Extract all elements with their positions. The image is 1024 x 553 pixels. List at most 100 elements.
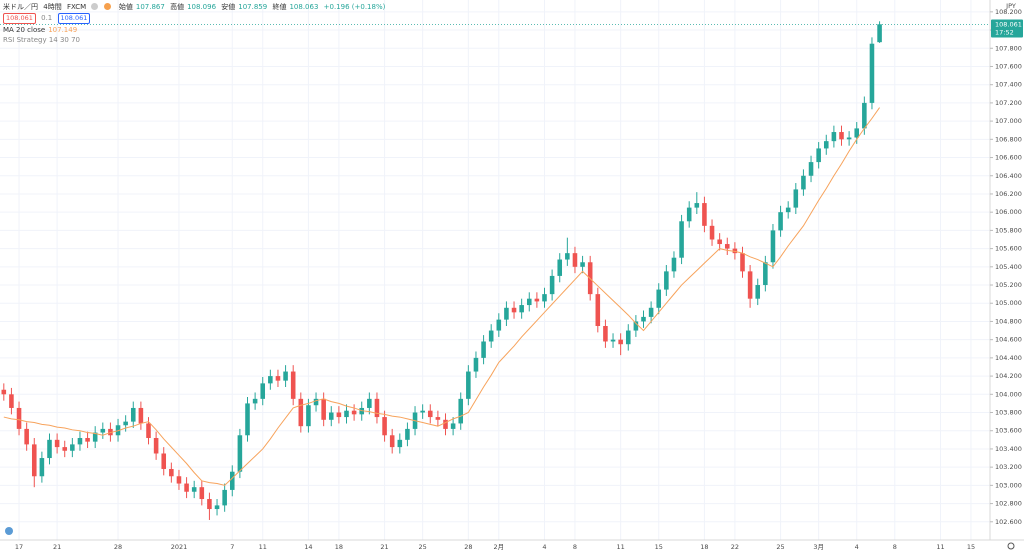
candle-body xyxy=(443,419,448,429)
y-tick-label: 107.000 xyxy=(995,117,1022,125)
candle-body xyxy=(351,410,357,415)
y-tick-label: 106.000 xyxy=(995,208,1022,216)
x-tick-label: 25 xyxy=(776,543,784,551)
candle-body xyxy=(374,398,380,418)
rsi-name: RSI Strategy 14 30 70 xyxy=(3,36,80,44)
candle-body xyxy=(70,444,75,451)
x-tick-label: 3月 xyxy=(813,543,824,551)
candle-body xyxy=(153,438,159,454)
x-tick-label: 17 xyxy=(15,543,23,551)
y-tick-label: 104.200 xyxy=(995,372,1022,380)
change: +0.196 (+0.18%) xyxy=(323,3,386,11)
bid-badge[interactable]: 108.061 xyxy=(3,13,36,24)
currency-label: JPY xyxy=(1005,2,1016,10)
y-tick-label: 106.400 xyxy=(995,172,1022,180)
logo-icon[interactable] xyxy=(5,527,13,535)
candle-body xyxy=(854,128,860,138)
candle-body xyxy=(778,212,783,231)
ask-badge[interactable]: 108.061 xyxy=(57,13,91,24)
candle-body xyxy=(763,262,768,286)
candle-body xyxy=(306,405,311,427)
x-tick-label: 21 xyxy=(380,543,388,551)
status-dot xyxy=(91,3,99,10)
candle-body xyxy=(572,253,578,267)
candle-body xyxy=(717,239,722,245)
candle-body xyxy=(664,271,669,290)
candle-body xyxy=(565,253,570,260)
candle-body xyxy=(534,298,540,302)
x-tick-label: 28 xyxy=(464,543,472,551)
grid xyxy=(0,0,990,540)
y-tick-label: 103.800 xyxy=(995,409,1022,417)
candle-body xyxy=(595,294,601,327)
candle-body xyxy=(747,271,753,299)
x-tick-label: 7 xyxy=(230,543,234,551)
candle-body xyxy=(397,439,403,448)
candle-body xyxy=(603,326,608,342)
ma-legend: MA 20 close 107.149 xyxy=(3,26,80,34)
candle-body xyxy=(846,137,852,140)
candle-body xyxy=(245,403,250,436)
y-tick-label: 104.000 xyxy=(995,390,1022,398)
candle-body xyxy=(740,253,745,272)
candle-body xyxy=(214,505,220,510)
y-tick-label: 107.400 xyxy=(995,81,1022,89)
candle-body xyxy=(298,398,304,427)
x-tick-label: 2021 xyxy=(171,543,188,551)
candle-body xyxy=(466,371,471,399)
candle-body xyxy=(526,298,532,306)
open-value: 107.867 xyxy=(135,3,165,11)
settings-icon[interactable] xyxy=(1007,542,1015,550)
interval: 4時間 xyxy=(43,3,62,11)
header-line: 米ドル／円 4時間 FXCM 始値 107.867 高値 108.096 安値 107… xyxy=(3,2,388,12)
candle-body xyxy=(54,439,60,448)
y-tick-label: 103.400 xyxy=(995,445,1022,453)
y-tick-label: 102.600 xyxy=(995,518,1022,526)
candle-body xyxy=(694,203,700,208)
candle-body xyxy=(618,339,623,345)
y-tick-label: 103.200 xyxy=(995,463,1022,471)
candle-body xyxy=(427,410,433,418)
candle-body xyxy=(405,428,410,440)
candle-body xyxy=(176,476,182,484)
candle-body xyxy=(542,294,547,302)
x-tick-label: 11 xyxy=(259,543,267,551)
candle-body xyxy=(382,417,387,436)
candle-body xyxy=(336,412,342,418)
candle-body xyxy=(549,275,555,295)
last-price-label: 108.061 xyxy=(995,20,1022,28)
candle-body xyxy=(229,471,235,490)
countdown-label: 17:52 xyxy=(995,28,1014,36)
candle-body xyxy=(831,132,837,142)
candle-body xyxy=(313,398,319,406)
candle-body xyxy=(755,285,761,299)
candle-body xyxy=(862,102,867,129)
low-value: 107.859 xyxy=(238,3,268,11)
x-tick-label: 15 xyxy=(655,543,663,551)
quote-badges: 108.061 0.1 108.061 xyxy=(3,13,93,24)
candle-body xyxy=(47,439,52,459)
close-label: 終値 xyxy=(272,3,287,11)
candle-body xyxy=(488,330,494,342)
candle-body xyxy=(458,398,464,424)
candle-body xyxy=(473,357,479,372)
y-tick-label: 104.800 xyxy=(995,317,1022,325)
candle-body xyxy=(648,307,654,317)
candle-body xyxy=(671,257,677,272)
y-tick-label: 105.800 xyxy=(995,226,1022,234)
y-tick-label: 103.600 xyxy=(995,427,1022,435)
candle-body xyxy=(169,468,174,477)
candle-body xyxy=(808,162,814,176)
candle-body xyxy=(633,321,639,331)
candle-body xyxy=(724,244,730,249)
candle-body xyxy=(283,371,288,381)
candle-body xyxy=(679,221,684,258)
candle-body xyxy=(420,410,425,413)
x-tick-label: 11 xyxy=(936,543,944,551)
y-tick-label: 104.400 xyxy=(995,354,1022,362)
candle-body xyxy=(610,339,616,342)
candle-body xyxy=(656,289,662,308)
candle-body xyxy=(367,398,372,408)
market-dot xyxy=(103,3,111,10)
